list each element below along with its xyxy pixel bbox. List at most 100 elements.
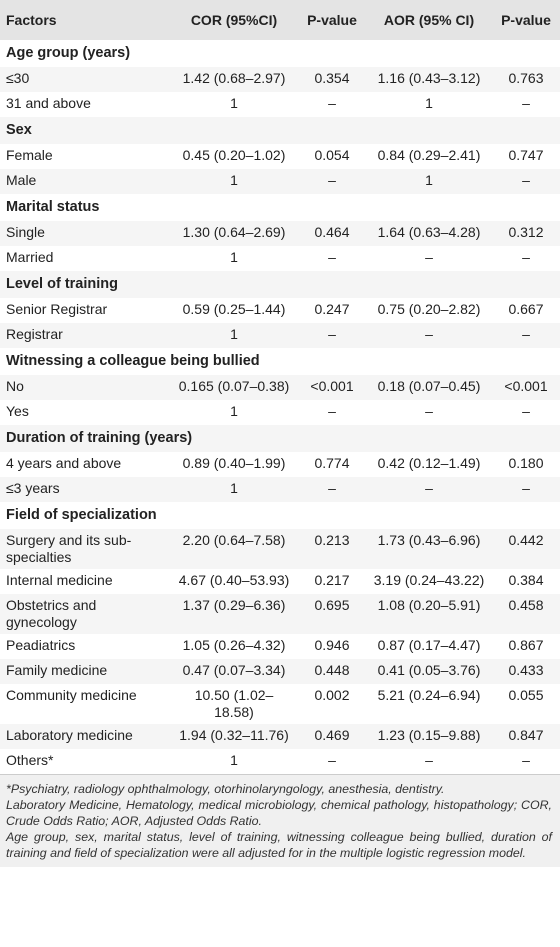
data-row: Married 1 – – – <box>0 246 560 271</box>
factor-cell: ≤30 <box>6 70 30 86</box>
section-row: Age group (years) <box>0 40 560 67</box>
cell: 4.67 (0.40–53.93) <box>178 572 290 588</box>
section-row: Field of specialization <box>0 502 560 529</box>
footnote: Laboratory Medicine, Hematology, medical… <box>6 798 552 828</box>
factor-cell: Peadiatrics <box>6 637 76 653</box>
factor-cell: Laboratory medicine <box>6 727 133 743</box>
cell: 0.695 <box>314 597 350 613</box>
factor-cell: Family medicine <box>6 662 108 678</box>
cell: 0.41 (0.05–3.76) <box>377 662 481 678</box>
factor-cell: Single <box>6 224 45 240</box>
cell: – <box>328 172 336 188</box>
data-row: Single 1.30 (0.64–2.69) 0.464 1.64 (0.63–4.… <box>0 221 560 246</box>
cell: 1 <box>230 403 238 419</box>
cell: – <box>328 480 336 496</box>
cell: 1.08 (0.20–5.91) <box>377 597 481 613</box>
cell: 1 <box>230 326 238 342</box>
cell: – <box>522 326 530 342</box>
column-header: P-value <box>298 0 366 40</box>
cell: – <box>425 752 433 768</box>
cell: 0.055 <box>508 687 544 703</box>
cell: 1 <box>230 480 238 496</box>
cell: – <box>328 249 336 265</box>
data-row: No 0.165 (0.07–0.38) <0.001 0.18 (0.07–0.45… <box>0 375 560 400</box>
data-row: Surgery and its sub-specialties 2.20 (0.6… <box>0 529 560 569</box>
cell: 0.165 (0.07–0.38) <box>178 378 290 394</box>
column-header: P-value <box>492 0 560 40</box>
cell: – <box>328 326 336 342</box>
section-title: Marital status <box>6 199 100 215</box>
cell: 0.384 <box>508 572 544 588</box>
section-title: Level of training <box>6 276 118 292</box>
cell: – <box>522 403 530 419</box>
cell: 0.18 (0.07–0.45) <box>377 378 481 394</box>
factor-cell: Married <box>6 249 54 265</box>
factor-cell: Senior Registrar <box>6 301 108 317</box>
data-row: Others* 1 – – – <box>0 749 560 774</box>
cell: 1 <box>230 752 238 768</box>
factor-cell: Community medicine <box>6 687 137 703</box>
cell: 5.21 (0.24–6.94) <box>377 687 481 703</box>
section-row: Sex <box>0 117 560 144</box>
factor-cell: Others* <box>6 752 54 768</box>
section-title: Age group (years) <box>6 45 131 61</box>
cell: <0.001 <box>310 378 354 394</box>
cell: 1.94 (0.32–11.76) <box>179 727 289 743</box>
cell: 0.763 <box>508 70 544 86</box>
cell: – <box>522 95 530 111</box>
factor-cell: Surgery and its sub-specialties <box>6 532 132 565</box>
cell: 0.47 (0.07–3.34) <box>182 662 286 678</box>
column-header: Factors <box>0 0 170 40</box>
data-row: Peadiatrics 1.05 (0.26–4.32) 0.946 0.87 (0.… <box>0 634 560 659</box>
odds-table: Factors COR (95%CI) P-value AOR (95% CI) P-v… <box>0 0 560 774</box>
cell: 10.50 (1.02–18.58) <box>194 687 274 720</box>
cell: 0.464 <box>314 224 350 240</box>
cell: 0.89 (0.40–1.99) <box>182 455 286 471</box>
cell: 0.45 (0.20–1.02) <box>182 147 286 163</box>
cell: 1 <box>425 172 433 188</box>
cell: – <box>425 480 433 496</box>
cell: 0.774 <box>314 455 350 471</box>
data-row: Yes 1 – – – <box>0 400 560 425</box>
column-header: COR (95%CI) <box>170 0 298 40</box>
cell: 0.42 (0.12–1.49) <box>377 455 481 471</box>
cell: 0.213 <box>314 532 350 548</box>
section-row: Witnessing a colleague being bullied <box>0 348 560 375</box>
cell: 0.458 <box>508 597 544 613</box>
cell: 0.247 <box>314 301 350 317</box>
data-row: Obstetrics and gynecology 1.37 (0.29–6.36… <box>0 594 560 634</box>
cell: 1.64 (0.63–4.28) <box>377 224 481 240</box>
cell: 1 <box>230 249 238 265</box>
cell: – <box>328 95 336 111</box>
data-row: ≤3 years 1 – – – <box>0 477 560 502</box>
section-row: Level of training <box>0 271 560 298</box>
factor-cell: Obstetrics and gynecology <box>6 597 97 630</box>
cell: – <box>522 480 530 496</box>
column-header: AOR (95% CI) <box>366 0 492 40</box>
cell: 0.75 (0.20–2.82) <box>377 301 481 317</box>
cell: 0.433 <box>508 662 544 678</box>
cell: 3.19 (0.24–43.22) <box>373 572 485 588</box>
data-row: 31 and above 1 – 1 – <box>0 92 560 117</box>
footnote: *Psychiatry, radiology ophthalmology, ot… <box>6 782 445 796</box>
header-row: Factors COR (95%CI) P-value AOR (95% CI) P-v… <box>0 0 560 40</box>
data-row: Internal medicine 4.67 (0.40–53.93) 0.217 3… <box>0 569 560 594</box>
cell: 1.42 (0.68–2.97) <box>182 70 286 86</box>
section-title: Field of specialization <box>6 507 157 523</box>
cell: – <box>522 752 530 768</box>
cell: 0.867 <box>508 637 544 653</box>
table-body: Age group (years) ≤30 1.42 (0.68–2.97) 0.35… <box>0 40 560 774</box>
section-title: Witnessing a colleague being bullied <box>6 353 260 369</box>
cell: – <box>328 403 336 419</box>
cell: 0.002 <box>314 687 350 703</box>
cell: 0.442 <box>508 532 544 548</box>
data-row: Community medicine 10.50 (1.02–18.58) 0.00… <box>0 684 560 724</box>
cell: – <box>425 326 433 342</box>
data-row: 4 years and above 0.89 (0.40–1.99) 0.774 0.… <box>0 452 560 477</box>
footnote: Age group, sex, marital status, level of… <box>6 830 552 860</box>
factor-cell: Male <box>6 172 37 188</box>
cell: 0.946 <box>314 637 350 653</box>
cell: 1.73 (0.43–6.96) <box>377 532 481 548</box>
section-row: Marital status <box>0 194 560 221</box>
